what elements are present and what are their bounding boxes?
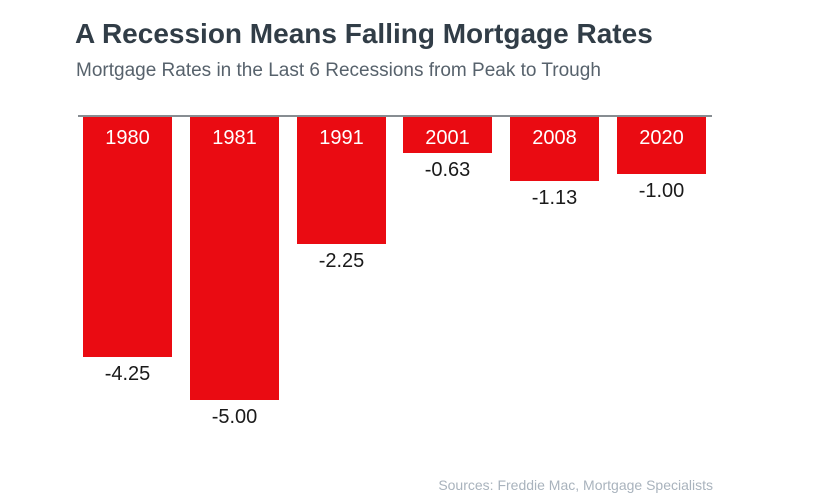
bar-year-label: 2008 — [532, 127, 577, 149]
bar-value-label: -1.13 — [531, 187, 578, 209]
bar-value-label: -0.63 — [424, 159, 471, 181]
bar-year-label: 2020 — [639, 127, 684, 149]
bar-year-label: 2001 — [425, 127, 470, 149]
chart-title: A Recession Means Falling Mortgage Rates — [75, 18, 653, 49]
bar-year-label: 1980 — [105, 127, 150, 149]
bar-value-label: -4.25 — [104, 363, 151, 385]
bar-value-label: -1.00 — [638, 180, 685, 202]
chart-subtitle: Mortgage Rates in the Last 6 Recessions … — [76, 60, 601, 81]
bar-1981: 1981 — [190, 117, 279, 400]
bar-value-label: -5.00 — [211, 406, 258, 428]
bar-chart: 1980 -4.25 1981 -5.00 1991 -2.25 2001 -0.63 2008… — [78, 115, 712, 460]
bar-1980: 1980 — [83, 117, 172, 357]
bar-value-label: -2.25 — [318, 250, 365, 272]
bar-year-label: 1991 — [319, 127, 364, 149]
bar-2020: 2020 — [617, 117, 706, 174]
chart-baseline — [78, 115, 712, 117]
source-note: Sources: Freddie Mac, Mortgage Specialis… — [438, 477, 713, 493]
bar-2001: 2001 — [403, 117, 492, 153]
bar-2008: 2008 — [510, 117, 599, 181]
bar-year-label: 1981 — [212, 127, 257, 149]
bar-1991: 1991 — [297, 117, 386, 244]
